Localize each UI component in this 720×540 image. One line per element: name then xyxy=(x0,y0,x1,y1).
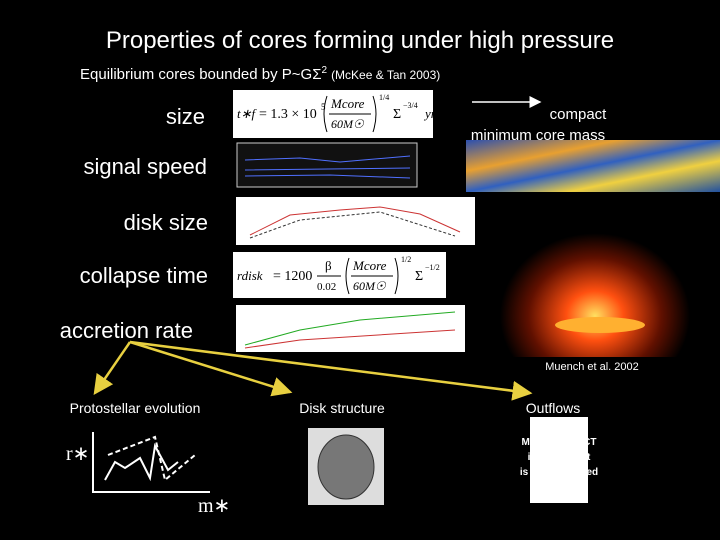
equation-box xyxy=(233,252,446,298)
equation-part: −3/4 xyxy=(403,101,418,110)
equation-part: −1/2 xyxy=(425,263,440,272)
outflow-image xyxy=(555,317,645,333)
outcome-label: Outflows xyxy=(526,400,580,416)
equation-part: = 1200 xyxy=(273,269,312,284)
credit: Muench et al. 2002 xyxy=(545,361,639,373)
subtitle-text: Equilibrium cores bounded by P~GΣ xyxy=(80,66,322,83)
paren xyxy=(323,95,328,133)
accretion-plot xyxy=(236,305,465,352)
plot-lines xyxy=(249,211,456,239)
equation-part: Σ xyxy=(415,269,423,284)
label: compact xyxy=(550,106,608,123)
equation: rdisk = 1200 β 0.02 Mcore 60M☉ 1/2 Σ−1/2 AU xyxy=(237,255,466,295)
title: Properties of cores forming under high p… xyxy=(106,27,614,54)
reference: (McKee & Tan 2003) xyxy=(331,68,440,82)
plot-lines xyxy=(244,311,456,346)
signal-plot xyxy=(236,142,418,188)
disk-size-plot xyxy=(236,197,475,245)
outcome-label: Protostellar evolution xyxy=(70,400,201,416)
equation-part: Σ xyxy=(393,107,401,122)
equation-part: t∗f xyxy=(237,106,258,121)
placeholder-text: Macintosh PICT xyxy=(521,437,596,448)
sketch-curve xyxy=(107,435,196,482)
paren xyxy=(394,257,399,295)
equation-part: 5 xyxy=(321,102,326,112)
arrow xyxy=(93,341,132,396)
quantity-label: accretion rate xyxy=(60,318,193,343)
quantity-label: signal speed xyxy=(83,154,207,179)
equation-part: Mcore xyxy=(352,258,387,273)
disk-image xyxy=(317,434,375,500)
paren xyxy=(345,257,350,295)
plot-lines xyxy=(244,155,411,179)
axis-label: m∗ xyxy=(198,495,230,517)
superscript: 2 xyxy=(322,65,328,76)
equation-part: Mcore xyxy=(330,96,365,111)
core-image xyxy=(466,140,720,192)
equation-part: 60M☉ xyxy=(331,117,365,131)
equation-part: 1/4 xyxy=(379,93,389,102)
equation-part: rdisk xyxy=(237,268,263,283)
quantity-label: collapse time xyxy=(80,263,208,288)
equation-part: β xyxy=(325,258,332,273)
arrow xyxy=(129,340,293,397)
paren xyxy=(372,95,377,133)
equation-part: = 1.3 × 10 xyxy=(259,107,317,122)
outcome-label: Disk structure xyxy=(299,400,385,416)
equation-part: 0.02 xyxy=(317,281,336,293)
plot-lines xyxy=(249,206,461,236)
quantity-label: size xyxy=(166,104,205,129)
label: minimum core mass xyxy=(471,127,605,144)
equation-part: 1/2 xyxy=(401,255,411,264)
axes xyxy=(92,432,210,493)
quantity-label: disk size xyxy=(124,210,208,235)
equation: t∗f = 1.3 × 10 5 Mcore 60M☉ 1/4 Σ−3/4 yr xyxy=(237,93,437,133)
arrow xyxy=(129,340,533,401)
placeholder-text: image format xyxy=(528,452,591,463)
equation-part: yr xyxy=(423,106,437,121)
sketch-curve xyxy=(104,442,179,482)
equation-part: AU xyxy=(446,268,466,283)
subtitle: Equilibrium cores bounded by P~GΣ2 (McKee… xyxy=(80,65,440,83)
placeholder-text: is not supported xyxy=(520,467,598,478)
equation-part: 60M☉ xyxy=(353,279,387,293)
plot-lines xyxy=(244,329,456,349)
axis-label: r∗ xyxy=(66,443,89,465)
placeholder-image xyxy=(530,417,588,503)
